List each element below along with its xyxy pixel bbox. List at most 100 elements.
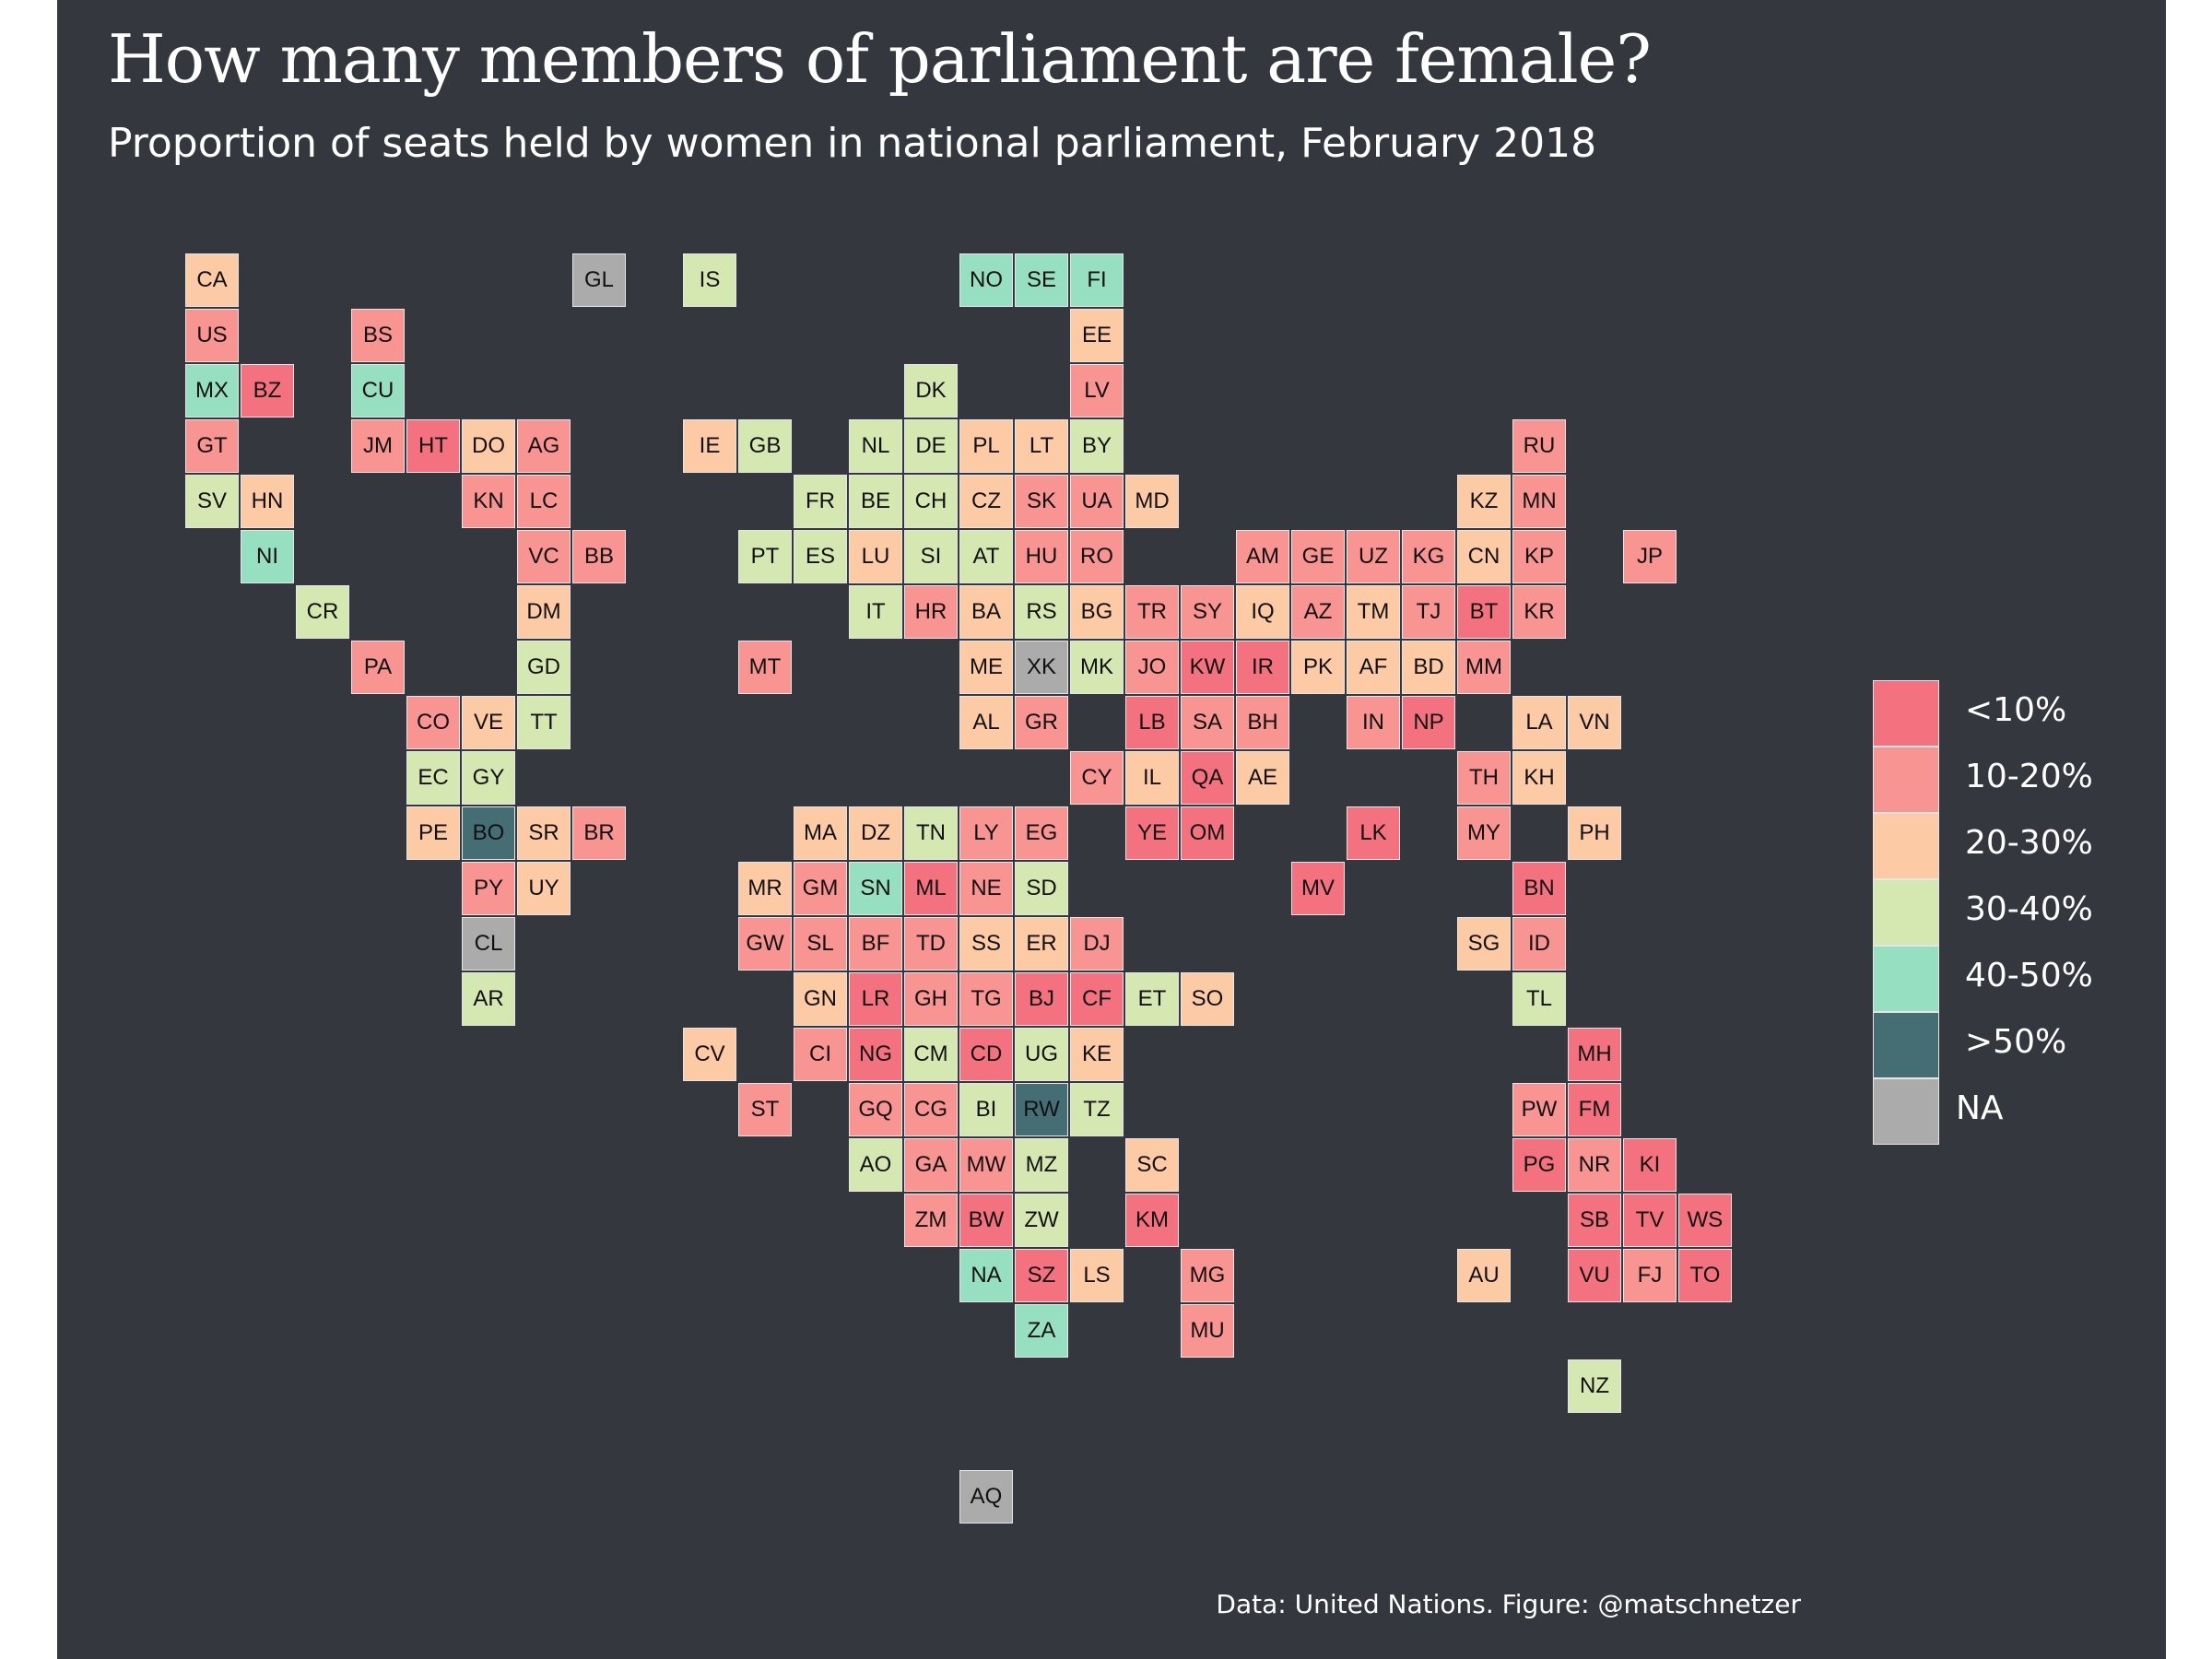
country-tile-lc: LC — [517, 475, 571, 528]
country-tile-ar: AR — [462, 972, 515, 1026]
country-tile-cf: CF — [1070, 972, 1124, 1026]
country-tile-au: AU — [1457, 1249, 1511, 1302]
country-tile-af: AF — [1347, 641, 1400, 694]
source-caption: Data: United Nations. Figure: @matschnet… — [1216, 1589, 1801, 1619]
legend-swatch — [1873, 747, 1939, 813]
country-tile-jm: JM — [351, 419, 405, 473]
country-tile-hu: HU — [1015, 530, 1068, 583]
country-tile-ch: CH — [904, 475, 958, 528]
country-tile-pw: PW — [1512, 1083, 1566, 1136]
country-tile-mw: MW — [959, 1138, 1013, 1192]
country-tile-vn: VN — [1568, 696, 1621, 749]
legend-label: 10-20% — [1965, 758, 2093, 795]
country-tile-nz: NZ — [1568, 1359, 1621, 1413]
country-tile-gd: GD — [517, 641, 571, 694]
country-tile-tj: TJ — [1402, 585, 1455, 639]
country-tile-ly: LY — [959, 806, 1013, 860]
country-tile-tg: TG — [959, 972, 1013, 1026]
country-tile-ro: RO — [1070, 530, 1124, 583]
country-tile-gw: GW — [738, 917, 792, 971]
country-tile-cy: CY — [1070, 751, 1124, 805]
country-tile-dm: DM — [517, 585, 571, 639]
country-tile-uz: UZ — [1347, 530, 1400, 583]
country-tile-ye: YE — [1125, 806, 1179, 860]
country-tile-ug: UG — [1015, 1028, 1068, 1081]
country-tile-za: ZA — [1015, 1304, 1068, 1358]
country-tile-ml: ML — [904, 862, 958, 915]
country-tile-md: MD — [1125, 475, 1179, 528]
country-tile-gq: GQ — [849, 1083, 902, 1136]
country-tile-am: AM — [1236, 530, 1289, 583]
country-tile-fj: FJ — [1623, 1249, 1677, 1302]
country-tile-gm: GM — [794, 862, 847, 915]
country-tile-ki: KI — [1623, 1138, 1677, 1192]
country-tile-bb: BB — [572, 530, 626, 583]
country-tile-ie: IE — [683, 419, 736, 473]
country-tile-be: BE — [849, 475, 902, 528]
country-tile-rs: RS — [1015, 585, 1068, 639]
country-tile-mg: MG — [1181, 1249, 1234, 1302]
country-tile-lr: LR — [849, 972, 902, 1026]
country-tile-lb: LB — [1125, 696, 1179, 749]
country-tile-iq: IQ — [1236, 585, 1289, 639]
legend-label: NA — [1956, 1089, 2004, 1127]
country-tile-er: ER — [1015, 917, 1068, 971]
legend-swatch — [1873, 1078, 1939, 1145]
country-tile-by: BY — [1070, 419, 1124, 473]
country-tile-sa: SA — [1181, 696, 1234, 749]
country-tile-ve: VE — [462, 696, 515, 749]
country-tile-cu: CU — [351, 364, 405, 418]
country-tile-ca: CA — [185, 253, 239, 307]
legend-label: >50% — [1965, 1023, 2067, 1061]
country-tile-fm: FM — [1568, 1083, 1621, 1136]
country-tile-py: PY — [462, 862, 515, 915]
country-tile-uy: UY — [517, 862, 571, 915]
country-tile-zw: ZW — [1015, 1194, 1068, 1247]
country-tile-si: SI — [904, 530, 958, 583]
country-tile-td: TD — [904, 917, 958, 971]
country-tile-me: ME — [959, 641, 1013, 694]
country-tile-lt: LT — [1015, 419, 1068, 473]
country-tile-ee: EE — [1070, 309, 1124, 362]
country-tile-bo: BO — [462, 806, 515, 860]
country-tile-aq: AQ — [959, 1470, 1013, 1524]
country-tile-sd: SD — [1015, 862, 1068, 915]
country-tile-mk: MK — [1070, 641, 1124, 694]
country-tile-mh: MH — [1568, 1028, 1621, 1081]
country-tile-bh: BH — [1236, 696, 1289, 749]
country-tile-cr: CR — [296, 585, 349, 639]
country-tile-cd: CD — [959, 1028, 1013, 1081]
country-tile-is: IS — [683, 253, 736, 307]
country-tile-sk: SK — [1015, 475, 1068, 528]
country-tile-kp: KP — [1512, 530, 1566, 583]
country-tile-eg: EG — [1015, 806, 1068, 860]
country-tile-kz: KZ — [1457, 475, 1511, 528]
country-tile-gl: GL — [572, 253, 626, 307]
country-tile-vu: VU — [1568, 1249, 1621, 1302]
country-tile-ma: MA — [794, 806, 847, 860]
legend-label: 20-30% — [1965, 824, 2093, 862]
country-tile-st: ST — [738, 1083, 792, 1136]
country-tile-sz: SZ — [1015, 1249, 1068, 1302]
country-tile-de: DE — [904, 419, 958, 473]
country-tile-il: IL — [1125, 751, 1179, 805]
country-tile-jo: JO — [1125, 641, 1179, 694]
country-tile-gh: GH — [904, 972, 958, 1026]
country-tile-vc: VC — [517, 530, 571, 583]
country-tile-kw: KW — [1181, 641, 1234, 694]
legend-swatch — [1873, 1012, 1939, 1078]
country-tile-bn: BN — [1512, 862, 1566, 915]
country-tile-gt: GT — [185, 419, 239, 473]
country-tile-sr: SR — [517, 806, 571, 860]
country-tile-mn: MN — [1512, 475, 1566, 528]
country-tile-gr: GR — [1015, 696, 1068, 749]
country-tile-ws: WS — [1678, 1194, 1732, 1247]
country-tile-cl: CL — [462, 917, 515, 971]
country-tile-kr: KR — [1512, 585, 1566, 639]
country-tile-ao: AO — [849, 1138, 902, 1192]
legend-item: <10% — [1873, 680, 2149, 747]
country-tile-jp: JP — [1623, 530, 1677, 583]
country-tile-rw: RW — [1015, 1083, 1068, 1136]
country-tile-tm: TM — [1347, 585, 1400, 639]
